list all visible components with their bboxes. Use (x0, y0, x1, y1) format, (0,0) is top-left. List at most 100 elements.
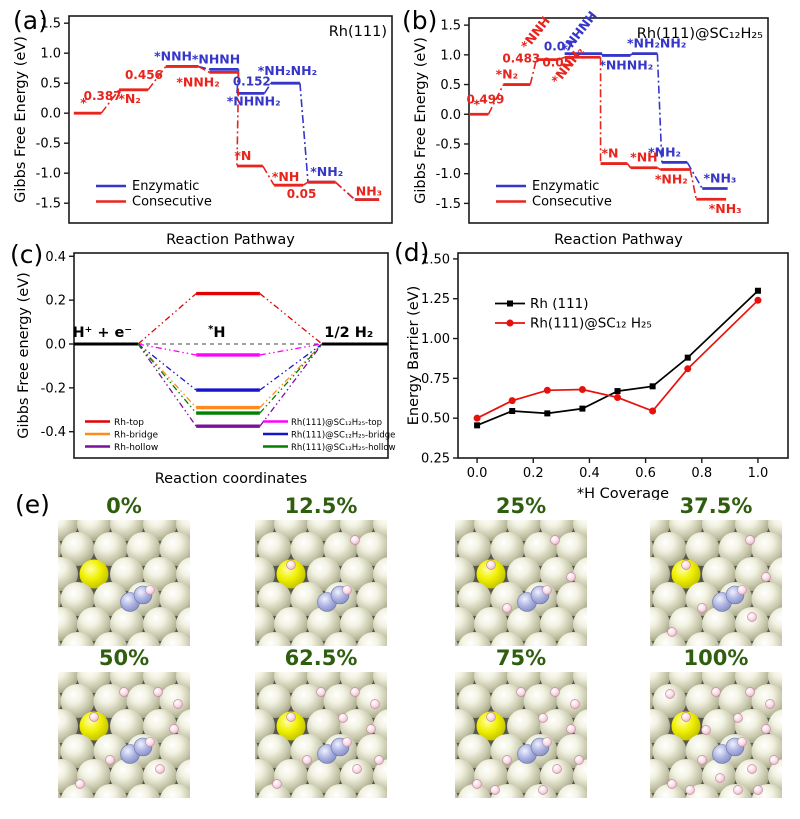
structure-render-12-5pct (224, 507, 424, 666)
svg-text:Gibbs Free Energy (eV): Gibbs Free Energy (eV) (413, 37, 429, 204)
svg-text:0.0: 0.0 (45, 337, 66, 352)
svg-text:Reaction Pathway: Reaction Pathway (554, 232, 683, 248)
svg-text:*H Coverage: *H Coverage (577, 486, 669, 500)
svg-text:Rh(111)@SC₁₂H₂₅: Rh(111)@SC₁₂H₂₅ (637, 26, 763, 42)
svg-text:0.75: 0.75 (421, 372, 450, 387)
axis-ticks: 0.25 0.50 0.75 1.00 1.25 1.50 0.0 0.2 0.4 0.6 0.8 1… (421, 252, 768, 481)
svg-text:Rh (111): Rh (111) (530, 296, 589, 312)
svg-text:0.2: 0.2 (45, 294, 66, 309)
chart-c-h-adsorption-profile: 0.4 0.2 0.0 -0.2 -0.4 Gibbs Free energy (eV) R… (16, 250, 396, 487)
plot-frame (73, 252, 389, 459)
svg-text:0.0: 0.0 (440, 108, 461, 123)
panel-letter-d: (d) (394, 238, 430, 267)
svg-text:*NHNH: *NHNH (192, 51, 240, 66)
adsorption-levels (137, 291, 323, 428)
svg-text:*H: *H (208, 324, 225, 341)
svg-text:0.4: 0.4 (45, 250, 66, 265)
rh-surface-lattice (224, 507, 424, 666)
svg-text:*N₂: *N₂ (118, 91, 140, 106)
svg-text:0.4: 0.4 (579, 466, 600, 481)
coverage-label-37-5: 37.5% (679, 494, 753, 518)
svg-text:0.6: 0.6 (635, 466, 656, 481)
svg-text:0.0: 0.0 (467, 466, 488, 481)
structure-tile-62-5 (224, 659, 424, 818)
svg-text:Reaction Pathway: Reaction Pathway (166, 232, 295, 248)
y-axis-ticks: 1.5 1.0 0.5 0.0 -0.5 -1.0 -1.5 (436, 19, 469, 212)
plot-frame (68, 15, 393, 224)
y-axis-ticks: 1.5 1.0 0.5 0.0 -0.5 -1.0 -1.5 (36, 17, 69, 212)
svg-text:0.0: 0.0 (40, 107, 61, 122)
svg-text:1.0: 1.0 (40, 47, 61, 62)
svg-text:*NNH: *NNH (154, 48, 192, 63)
panel-letter-a: (a) (13, 6, 48, 35)
svg-text:-1.5: -1.5 (436, 197, 461, 212)
svg-text:*NHNH₂: *NHNH₂ (599, 57, 653, 72)
svg-text:*NH₂NH₂: *NH₂NH₂ (627, 36, 686, 51)
svg-text:1.25: 1.25 (421, 292, 450, 307)
legend-rh: Rh-top Rh-bridge Rh-hollow (85, 418, 159, 453)
svg-text:0.152: 0.152 (233, 74, 271, 88)
coverage-label-62-5: 62.5% (284, 646, 358, 670)
structure-tile-100 (619, 659, 800, 818)
svg-text:-1.0: -1.0 (36, 167, 61, 182)
svg-text:1.00: 1.00 (421, 332, 450, 347)
sulfur-atom (476, 559, 506, 589)
svg-text:NH₃: NH₃ (356, 184, 382, 199)
hydrogen-adatoms (667, 535, 771, 637)
n2-molecule (712, 585, 747, 612)
legend: Rh (111) Rh(111)@SC₁₂ H₂₅ (495, 296, 652, 332)
plot-frame (468, 17, 769, 224)
svg-text:*NH: *NH (630, 150, 657, 165)
sulfur-atom (671, 711, 701, 741)
barrier-annotations: 0.499 0.483 0.07 0.05 (466, 40, 573, 107)
n2-molecule (317, 585, 352, 612)
sulfur-atom (79, 559, 109, 589)
energy-barrier-chart: 0.25 0.50 0.75 1.00 1.25 1.50 0.0 0.2 0.4 0.6 0.8 1… (406, 252, 789, 500)
series-circle (473, 296, 762, 422)
svg-text:Gibbs Free Energy (eV): Gibbs Free Energy (eV) (13, 36, 29, 203)
sulfur-atom (276, 711, 306, 741)
svg-text:-1.5: -1.5 (36, 197, 61, 212)
svg-text:*NH₂: *NH₂ (648, 144, 681, 159)
structure-tile-25 (424, 507, 624, 666)
svg-text:1.5: 1.5 (440, 19, 461, 34)
svg-text:*NH₃: *NH₃ (703, 171, 736, 186)
svg-text:Rh-bridge: Rh-bridge (114, 431, 159, 441)
svg-text:0.2: 0.2 (523, 466, 544, 481)
svg-text:0.5: 0.5 (440, 78, 461, 93)
svg-text:Rh(111)@SC₁₂ H₂₅: Rh(111)@SC₁₂ H₂₅ (530, 316, 652, 332)
svg-text:*NH: *NH (272, 169, 299, 184)
svg-text:*: * (473, 96, 480, 111)
sulfur-atom (476, 711, 506, 741)
svg-text:Reaction coordinates: Reaction coordinates (155, 471, 307, 487)
svg-text:0.05: 0.05 (542, 56, 572, 70)
n2-molecule (517, 585, 552, 612)
svg-text:0.5: 0.5 (40, 77, 61, 92)
chart-b-gibbs-energy-diagram-rh111-sc12h25: 1.5 1.0 0.5 0.0 -0.5 -1.0 -1.5 Gibbs Free Energ… (413, 8, 769, 248)
y-axis-ticks: 0.4 0.2 0.0 -0.2 -0.4 (41, 250, 74, 440)
rh-surface-lattice (424, 507, 624, 666)
hydrogen-adatoms (272, 687, 384, 789)
svg-text:*N₂: *N₂ (496, 67, 518, 82)
structure-tile-37-5 (619, 507, 800, 666)
structure-tile-75 (424, 659, 624, 818)
svg-text:Rh(111)@SC₁₂H₂₅-bridge: Rh(111)@SC₁₂H₂₅-bridge (291, 431, 395, 441)
structure-render-25pct (424, 507, 624, 666)
panel-letter-e: (e) (15, 490, 50, 519)
sulfur-atom (276, 559, 306, 589)
structure-render-75pct (424, 659, 624, 818)
svg-text:1.0: 1.0 (748, 466, 769, 481)
svg-text:H⁺ + e⁻: H⁺ + e⁻ (72, 325, 132, 341)
structure-render-37-5pct (619, 507, 800, 666)
svg-text:Rh-hollow: Rh-hollow (114, 443, 158, 453)
svg-text:Rh(111): Rh(111) (329, 24, 387, 40)
hydrogen-adatoms (665, 687, 779, 795)
svg-text:0.456: 0.456 (125, 68, 163, 82)
rh-surface-lattice (619, 507, 800, 666)
n2-molecule (120, 585, 155, 612)
energy-diagram-a: 1.5 1.0 0.5 0.0 -0.5 -1.0 -1.5 Gibbs Free Energ… (13, 15, 393, 248)
structure-render-0pct (27, 507, 227, 666)
